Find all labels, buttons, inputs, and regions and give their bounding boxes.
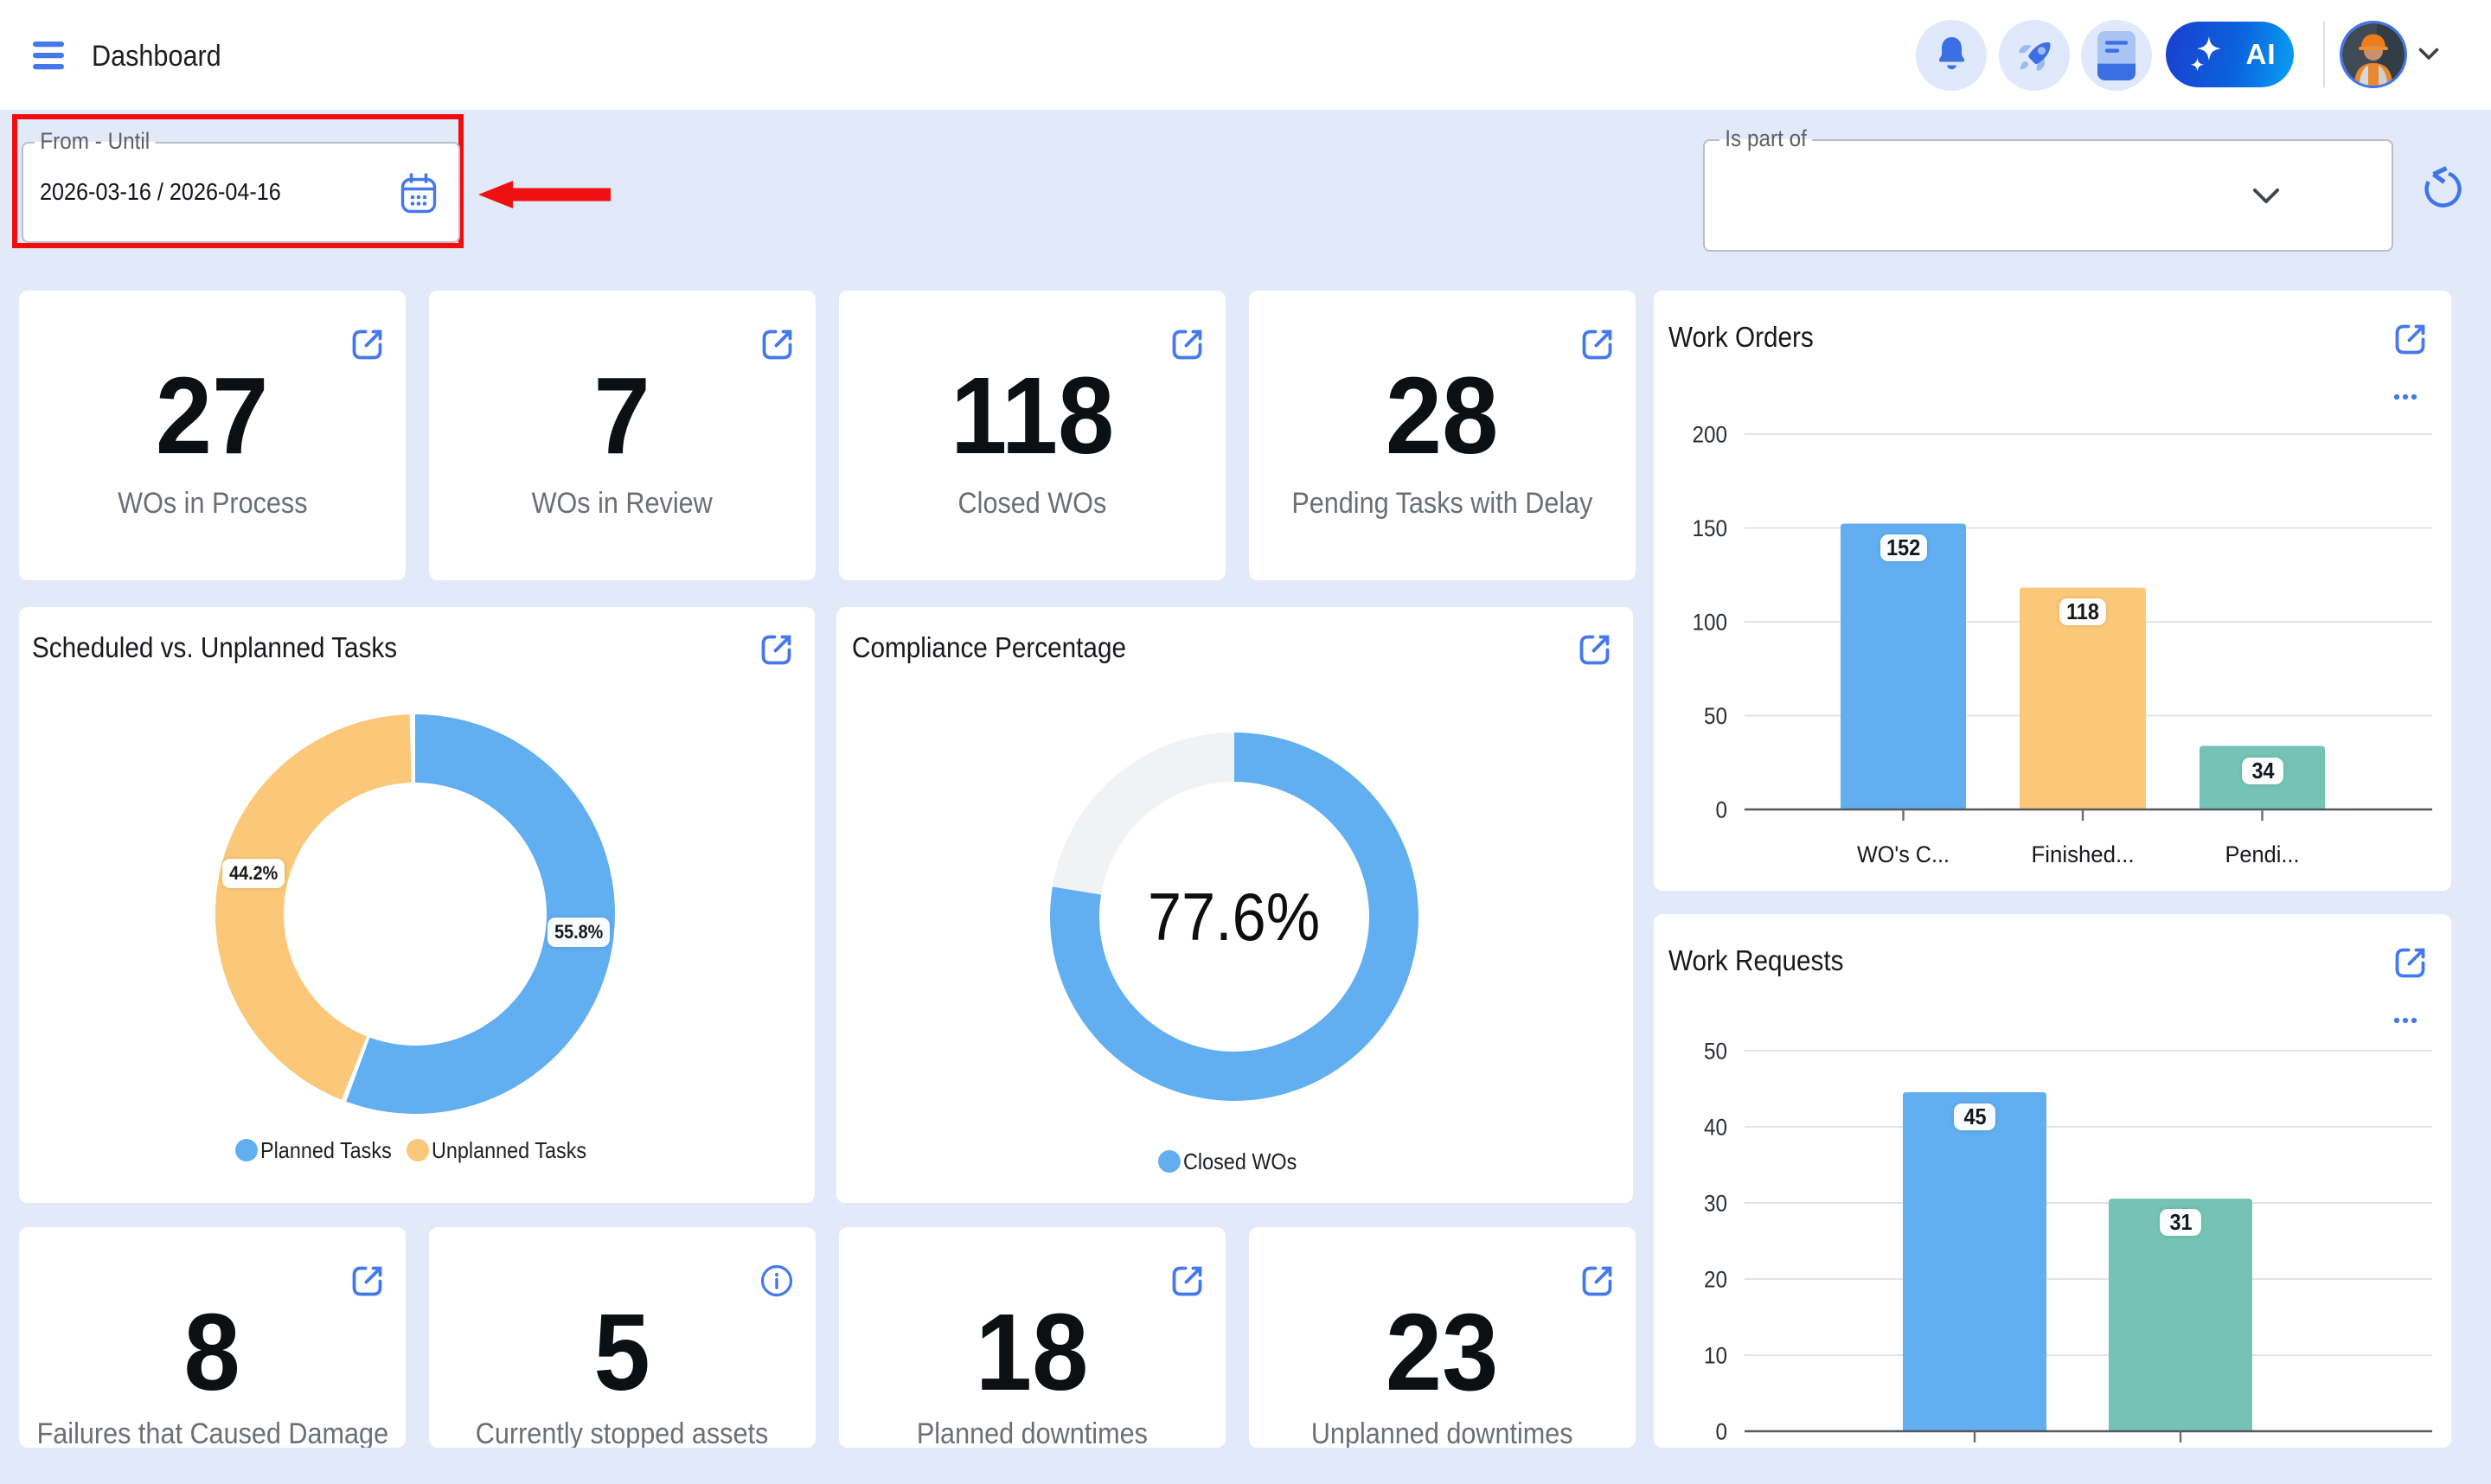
- svg-text:0: 0: [1716, 797, 1728, 823]
- svg-text:WO's C...: WO's C...: [1857, 841, 1950, 867]
- svg-text:40: 40: [1704, 1115, 1727, 1141]
- svg-text:50: 50: [1704, 1039, 1727, 1065]
- svg-text:Pendi...: Pendi...: [2225, 841, 2300, 867]
- svg-text:20: 20: [1704, 1267, 1727, 1293]
- svg-text:Finished...: Finished...: [2032, 841, 2135, 867]
- svg-text:200: 200: [1693, 422, 1728, 448]
- svg-text:100: 100: [1693, 610, 1728, 636]
- svg-text:150: 150: [1693, 515, 1728, 541]
- svg-text:50: 50: [1704, 703, 1727, 729]
- svg-text:30: 30: [1704, 1191, 1727, 1217]
- svg-text:10: 10: [1704, 1343, 1727, 1369]
- svg-text:0: 0: [1716, 1419, 1728, 1445]
